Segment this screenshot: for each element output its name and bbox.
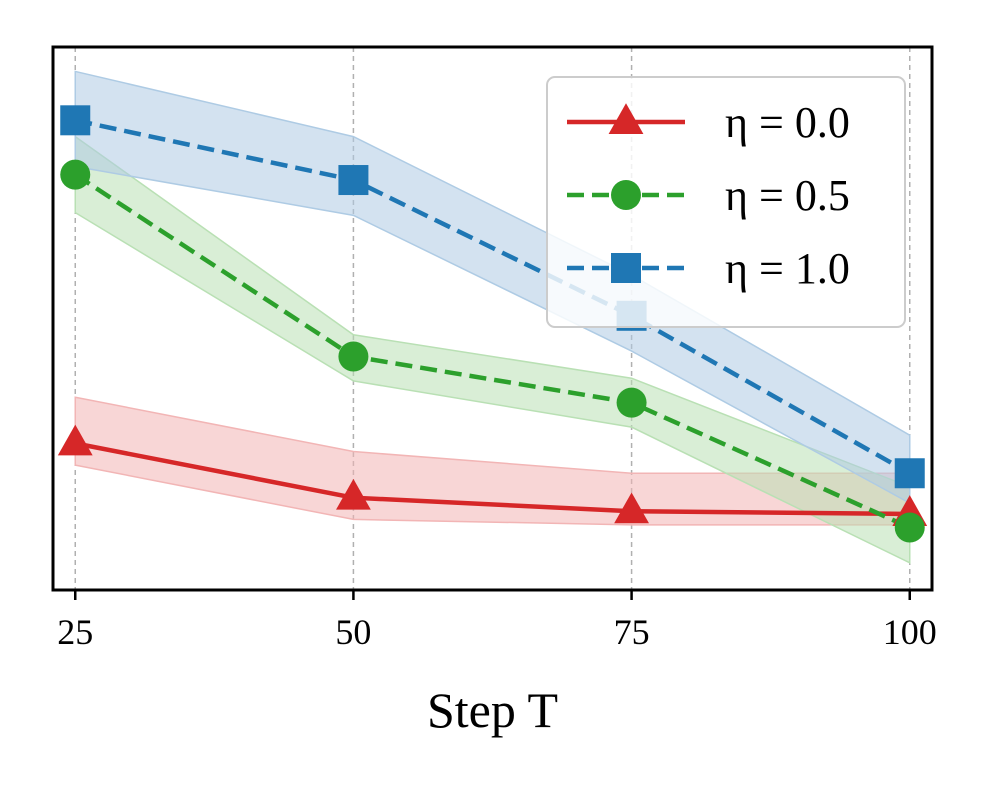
marker-circle [338,341,369,372]
x-tick-label: 100 [883,612,937,652]
marker-square [338,165,369,196]
legend: η = 0.0 η = 0.5 η = 1.0 [546,76,906,328]
marker-triangle [614,492,649,524]
series-lines [74,118,911,530]
legend-marker-square [611,253,641,283]
legend-label: η = 1.0 [725,244,850,293]
x-tick-label: 50 [335,612,371,652]
marker-triangle [57,424,93,456]
x-tick-label: 25 [57,612,93,652]
plot-frame [51,45,934,592]
marker-circle [894,512,925,543]
marker-square [894,458,925,489]
marker-triangle [336,478,371,510]
legend-marker-circle [611,180,641,210]
series-line-circle [74,172,911,530]
x-axis-label: Step T [427,682,558,738]
marker-circle [60,159,91,190]
band-circle [74,135,911,565]
legend-marker-triangle [608,103,644,134]
legend-label: η = 0.0 [725,98,850,147]
series-line-triangle [74,441,910,517]
x-tick-label: 75 [614,612,650,652]
marker-square [60,105,91,136]
marker-circle [616,387,647,418]
x-axis-ticks: 25 50 75 100 [57,590,937,652]
legend-label: η = 0.5 [725,171,850,220]
series-line-square [74,118,911,476]
